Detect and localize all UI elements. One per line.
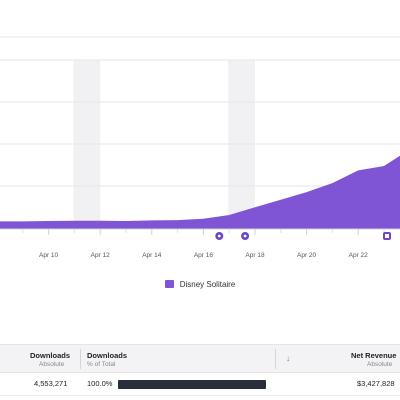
cell-net-revenue: $3,427,828 (357, 379, 395, 388)
series-area-disney-solitaire[interactable] (0, 108, 400, 229)
table-header: Downloads Absolute Downloads % of Total … (0, 344, 400, 373)
x-tick-label: Apr 20 (297, 252, 317, 259)
column-divider (80, 349, 81, 369)
header-downloads-pct-subtitle: % of Total (87, 361, 116, 368)
header-downloads-subtitle: Absolute (39, 361, 65, 368)
x-tick-label: Apr 12 (91, 252, 111, 259)
event-dot-inner (217, 234, 221, 238)
cell-downloads: 4,553,271 (34, 379, 68, 388)
x-tick-label: Apr 22 (349, 252, 369, 259)
cell-downloads-pct: 100.0% (87, 379, 113, 388)
header-net-revenue-subtitle: Absolute (367, 361, 393, 368)
header-downloads-pct-title[interactable]: Downloads (87, 351, 128, 360)
x-tick-label: Apr 18 (245, 252, 265, 259)
arrow-down-icon[interactable]: ↓ (286, 354, 290, 363)
header-net-revenue-title[interactable]: Net Revenue (351, 351, 397, 360)
x-tick-label: Apr 16 (194, 252, 214, 259)
legend-label: Disney Solitaire (179, 279, 236, 289)
table-row[interactable]: 4,553,271 100.0% $3,427,828 (0, 373, 400, 396)
chart-legend[interactable]: Disney Solitaire (0, 276, 400, 292)
downloads-area-chart: Apr 10 Apr 12 Apr 14 Apr 16 Apr 18 Apr 20 Apr … (0, 36, 400, 259)
header-downloads-title[interactable]: Downloads (30, 351, 71, 360)
event-dot-inner (243, 234, 247, 238)
legend-swatch (164, 280, 174, 288)
event-square-inner (385, 234, 389, 238)
downloads-pct-bar (118, 380, 266, 389)
metrics-table: Downloads Absolute Downloads % of Total … (0, 344, 400, 400)
x-tick-label: Apr 14 (142, 252, 162, 259)
column-divider (275, 349, 276, 369)
x-tick-label: Apr 10 (39, 252, 59, 259)
